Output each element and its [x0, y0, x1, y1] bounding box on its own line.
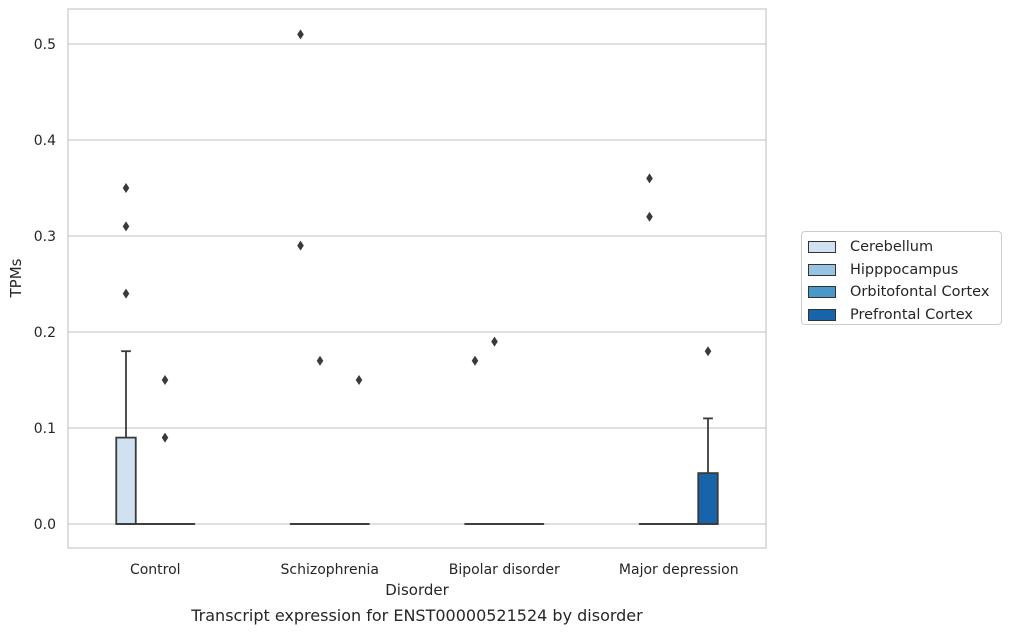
legend-swatch	[808, 286, 836, 299]
legend-swatch	[808, 308, 836, 321]
outlier-point	[316, 355, 324, 366]
box	[154, 375, 176, 525]
box	[348, 375, 370, 525]
boxes	[115, 29, 719, 525]
chart-caption: Transcript expression for ENST0000052152…	[191, 606, 643, 625]
outlier-point	[161, 375, 169, 385]
x-tick-label: Major depression	[619, 562, 739, 578]
outlier-point	[471, 355, 479, 366]
legend: Cerebellum Hipppocampus Orbitofontal Cor…	[801, 231, 1002, 325]
outlier-point	[161, 432, 169, 443]
box	[289, 29, 312, 525]
outlier-point	[491, 336, 498, 347]
legend-swatch	[808, 263, 836, 276]
outlier-point	[704, 346, 712, 357]
legend-item-cerebellum: Cerebellum	[808, 236, 1001, 259]
y-tick-label: 0.4	[34, 133, 56, 149]
grid-lines	[68, 43, 766, 525]
box	[115, 183, 137, 525]
legend-item-prefrontal-cortex: Prefrontal Cortex	[808, 304, 1001, 327]
y-tick-label: 0.1	[34, 421, 56, 437]
x-tick-label: Control	[130, 562, 181, 578]
y-axis-title: TPMs	[7, 258, 25, 298]
box-body	[115, 436, 137, 525]
outlier-point	[297, 240, 304, 251]
y-tick-label: 0.5	[34, 37, 56, 53]
legend-label: Hipppocampus	[850, 261, 959, 278]
legend-item-orbitofrontal-cortex: Orbitofontal Cortex	[808, 281, 1001, 304]
y-tick-labels: 0.0 0.1 0.2 0.3 0.4 0.5	[34, 37, 56, 533]
outlier-point	[122, 183, 130, 193]
legend-label: Cerebellum	[850, 239, 934, 256]
plot-area-frame	[67, 8, 767, 549]
x-tick-label: Bipolar disorder	[449, 562, 560, 578]
legend-label: Prefrontal Cortex	[850, 306, 973, 323]
y-tick-label: 0.2	[34, 325, 56, 341]
x-tick-labels: Control Schizophrenia Bipolar disorder Majo…	[130, 562, 739, 578]
outlier-point	[646, 211, 653, 222]
box	[638, 173, 661, 525]
box	[309, 355, 331, 525]
legend-item-hippocampus: Hipppocampus	[808, 259, 1001, 282]
y-tick-label: 0.0	[34, 517, 56, 533]
legend-label: Orbitofontal Cortex	[850, 284, 990, 301]
box-body	[697, 472, 719, 525]
outlier-point	[355, 375, 363, 385]
box	[483, 336, 506, 525]
box	[697, 346, 719, 525]
outlier-point	[122, 288, 130, 299]
outlier-point	[122, 221, 130, 232]
x-tick-label: Schizophrenia	[281, 562, 379, 578]
box	[464, 355, 486, 525]
outlier-point	[297, 29, 304, 40]
y-tick-label: 0.3	[34, 229, 56, 245]
x-axis-title: Disorder	[385, 581, 449, 599]
outlier-point	[646, 173, 653, 184]
legend-swatch	[808, 241, 836, 254]
